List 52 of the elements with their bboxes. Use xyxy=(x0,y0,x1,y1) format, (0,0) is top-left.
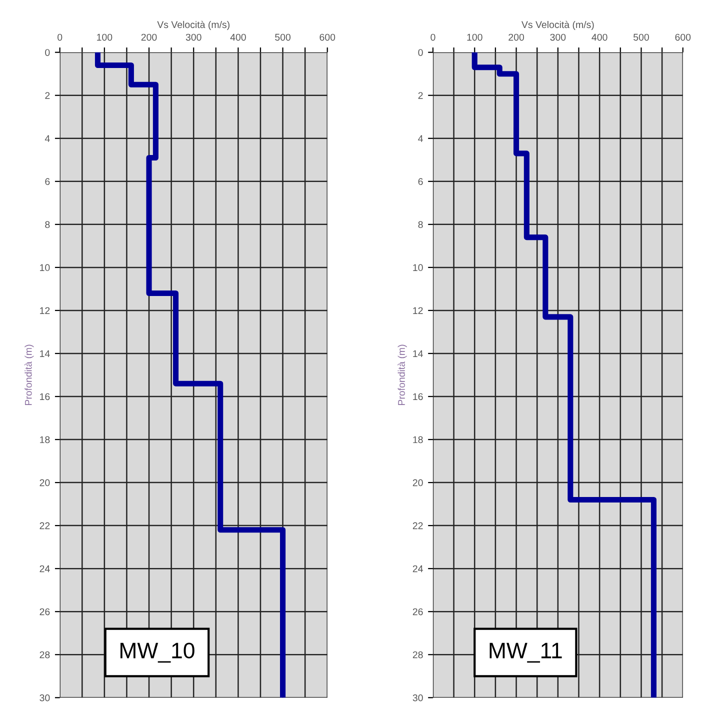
x-tick-label: 200 xyxy=(508,34,524,41)
y-tick-label: 0 xyxy=(45,49,50,56)
y-tick-label: 20 xyxy=(412,479,423,486)
y-tick-label: 24 xyxy=(40,565,50,572)
y-tick-label: 22 xyxy=(40,522,50,530)
x-tick-label: 0 xyxy=(430,34,436,41)
y-axis-title: Profondità (m) xyxy=(24,344,34,405)
x-tick-label: 300 xyxy=(550,34,566,41)
y-tick-label: 14 xyxy=(40,350,50,358)
y-tick-label: 18 xyxy=(40,436,50,444)
y-tick-label: 4 xyxy=(418,135,423,142)
y-tick-label: 8 xyxy=(45,221,50,228)
y-tick-label: 4 xyxy=(44,135,50,142)
y-tick-label: 22 xyxy=(412,522,423,530)
y-tick-label: 12 xyxy=(40,307,50,314)
annotation: MW_10 xyxy=(120,642,194,663)
y-tick-label: 18 xyxy=(413,436,423,444)
y-tick-label: 12 xyxy=(413,307,423,314)
y-tick-label: 30 xyxy=(412,694,423,702)
y-tick-label: 28 xyxy=(40,651,50,658)
y-tick-label: 2 xyxy=(418,92,423,99)
x-tick-label: 0 xyxy=(58,34,62,41)
x-tick-label: 600 xyxy=(675,34,691,41)
y-tick-label: 8 xyxy=(418,221,423,228)
y-tick-label: 28 xyxy=(412,651,423,658)
y-tick-label: 2 xyxy=(45,92,50,99)
x-tick-label: 100 xyxy=(467,34,482,41)
y-tick-label: 10 xyxy=(413,264,423,272)
x-tick-label: 500 xyxy=(275,34,291,41)
y-tick-label: 24 xyxy=(412,565,423,572)
y-tick-label: 0 xyxy=(418,49,423,56)
x-tick-label: 400 xyxy=(230,34,246,41)
y-tick-label: 16 xyxy=(413,393,423,400)
x-tick-label: 100 xyxy=(97,34,112,41)
annotation: MW_11 xyxy=(490,642,562,663)
y-tick-label: 20 xyxy=(40,479,50,486)
y-axis-title: Profondità (m) xyxy=(398,344,407,405)
y-tick-label: 30 xyxy=(40,694,50,702)
y-tick-label: 26 xyxy=(412,608,423,616)
y-tick-label: 6 xyxy=(45,178,50,186)
x-tick-label: 200 xyxy=(141,34,157,41)
x-tick-label: 600 xyxy=(320,34,336,41)
x-tick-label: 400 xyxy=(592,34,608,41)
x-tick-label: 300 xyxy=(186,34,202,41)
y-tick-label: 6 xyxy=(418,178,423,186)
x-axis-title: Vs Velocità (m/s) xyxy=(157,20,230,30)
y-tick-label: 10 xyxy=(40,264,50,272)
x-axis-title: Vs Velocità (m/s) xyxy=(521,20,594,30)
y-tick-label: 26 xyxy=(40,608,50,616)
y-tick-label: 16 xyxy=(40,393,50,400)
y-tick-label: 14 xyxy=(413,350,423,358)
x-tick-label: 500 xyxy=(634,34,649,41)
